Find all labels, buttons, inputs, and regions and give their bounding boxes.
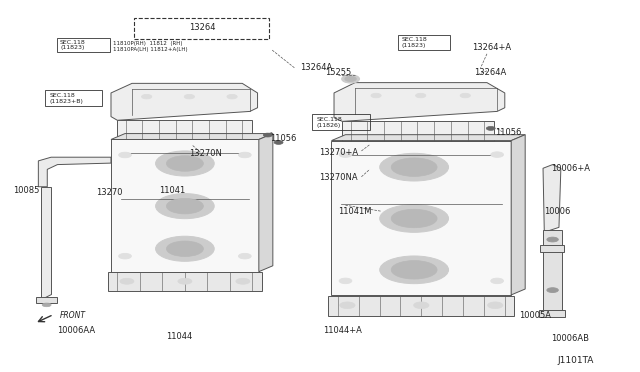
Text: 11041M: 11041M (338, 206, 371, 216)
Ellipse shape (339, 278, 352, 284)
Text: 13264A: 13264A (300, 63, 332, 72)
Ellipse shape (166, 241, 204, 257)
Ellipse shape (415, 93, 426, 98)
Ellipse shape (156, 236, 214, 261)
Text: 13264A: 13264A (474, 68, 506, 77)
Ellipse shape (42, 303, 51, 307)
Bar (332, 141, 511, 295)
Ellipse shape (339, 152, 352, 157)
Polygon shape (41, 187, 51, 299)
Bar (539, 310, 565, 317)
Ellipse shape (118, 253, 131, 259)
Ellipse shape (460, 93, 470, 98)
Bar (45, 90, 102, 106)
Ellipse shape (391, 260, 437, 279)
Bar (328, 296, 515, 316)
Text: 13270NA: 13270NA (319, 173, 357, 182)
Bar (543, 230, 562, 246)
Text: 13264: 13264 (189, 23, 216, 32)
Ellipse shape (380, 153, 449, 181)
Ellipse shape (413, 302, 429, 309)
Text: 15255: 15255 (325, 68, 351, 77)
Ellipse shape (547, 237, 558, 242)
Bar (342, 121, 494, 141)
Ellipse shape (488, 302, 503, 309)
Text: 11810P(RH)  11812  (RH)
11810PA(LH) 11812+A(LH): 11810P(RH) 11812 (RH) 11810PA(LH) 11812+… (113, 41, 188, 52)
Ellipse shape (274, 141, 283, 144)
Bar (134, 17, 269, 39)
Ellipse shape (340, 302, 355, 309)
Bar (111, 140, 259, 272)
Polygon shape (543, 164, 561, 232)
Polygon shape (111, 83, 257, 120)
Text: SEC.118
(11823): SEC.118 (11823) (60, 39, 86, 50)
Polygon shape (111, 134, 273, 140)
Ellipse shape (486, 126, 495, 130)
Text: 10085: 10085 (13, 186, 39, 195)
Polygon shape (38, 157, 111, 187)
Text: 10006+A: 10006+A (550, 164, 589, 173)
Text: SEC.118
(11823): SEC.118 (11823) (401, 37, 428, 48)
Text: 13270+A: 13270+A (319, 148, 358, 157)
Bar (108, 272, 262, 291)
Ellipse shape (118, 152, 131, 158)
Ellipse shape (491, 278, 504, 284)
Bar (312, 114, 370, 130)
Ellipse shape (227, 94, 237, 99)
Bar (397, 35, 450, 50)
Ellipse shape (342, 75, 360, 83)
Ellipse shape (491, 152, 504, 157)
Text: SEC.118
(11826): SEC.118 (11826) (317, 117, 342, 128)
Ellipse shape (380, 256, 449, 284)
Text: 10006AA: 10006AA (58, 326, 95, 335)
Text: 11044: 11044 (166, 332, 192, 341)
Text: 11041: 11041 (159, 186, 186, 195)
Ellipse shape (380, 205, 449, 232)
Ellipse shape (120, 278, 134, 284)
Text: SEC.118
(11823+B): SEC.118 (11823+B) (49, 93, 83, 103)
Bar (543, 251, 562, 311)
Ellipse shape (547, 288, 558, 292)
Text: 11044+A: 11044+A (323, 326, 362, 335)
Ellipse shape (184, 94, 195, 99)
Polygon shape (332, 135, 525, 141)
Text: 13270N: 13270N (189, 149, 222, 158)
Ellipse shape (345, 76, 356, 81)
Bar (36, 297, 57, 304)
Ellipse shape (239, 152, 251, 158)
Text: 11056: 11056 (270, 134, 297, 143)
Ellipse shape (156, 151, 214, 176)
Ellipse shape (391, 158, 437, 176)
Text: 10005A: 10005A (519, 311, 551, 320)
Ellipse shape (236, 278, 250, 284)
Bar (117, 119, 252, 139)
Ellipse shape (166, 198, 204, 214)
Polygon shape (259, 134, 273, 272)
Bar (540, 245, 564, 252)
Ellipse shape (178, 278, 192, 284)
Ellipse shape (156, 193, 214, 219)
Ellipse shape (239, 253, 251, 259)
Ellipse shape (166, 156, 204, 171)
Text: 11056: 11056 (495, 128, 522, 137)
Ellipse shape (371, 93, 381, 98)
Text: 13264+A: 13264+A (472, 43, 511, 52)
Bar (58, 38, 109, 52)
Ellipse shape (141, 94, 152, 99)
Text: 13270: 13270 (96, 188, 122, 197)
Text: J1101TA: J1101TA (557, 356, 593, 365)
Ellipse shape (263, 133, 272, 137)
Text: 10006: 10006 (544, 206, 571, 216)
Text: FRONT: FRONT (60, 311, 86, 320)
Polygon shape (334, 83, 505, 121)
Polygon shape (511, 135, 525, 295)
Ellipse shape (391, 209, 437, 228)
Text: 10006AB: 10006AB (550, 334, 589, 343)
